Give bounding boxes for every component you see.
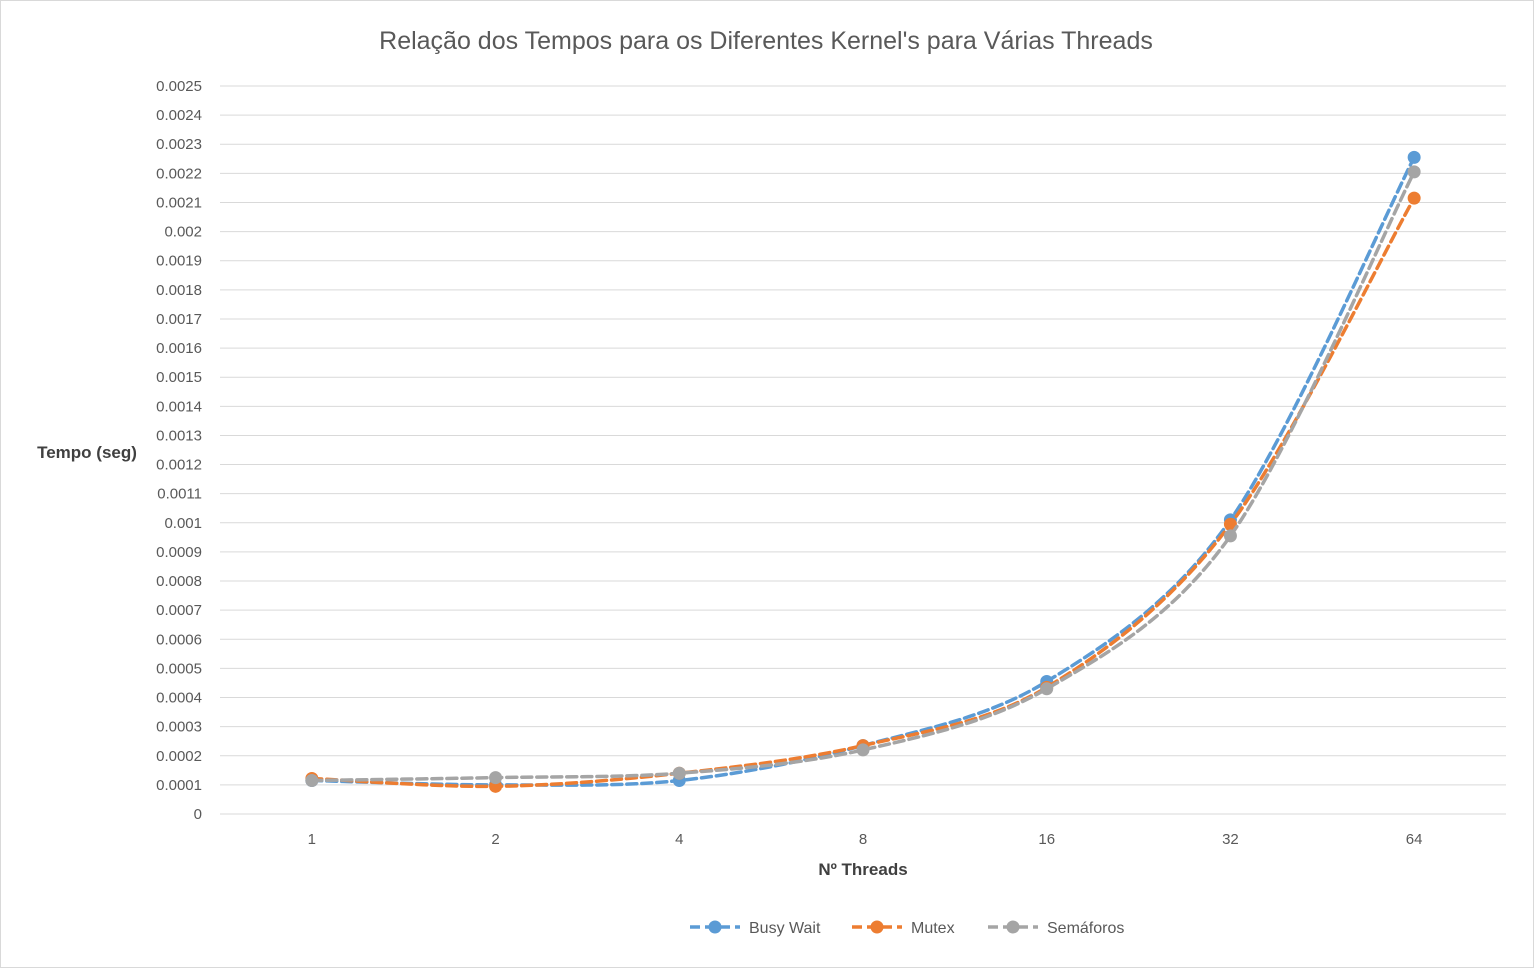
y-tick-label: 0.0008 [156,573,202,590]
y-tick-label: 0.0005 [156,660,202,677]
data-point [1407,191,1421,205]
y-tick-label: 0.0021 [156,194,202,211]
y-tick-label: 0.0016 [156,340,202,357]
y-tick-label: 0.0013 [156,427,202,444]
y-tick-label: 0.0018 [156,282,202,299]
series-busy-wait [305,150,1421,792]
data-point [1040,682,1054,696]
y-tick-label: 0.0012 [156,457,202,474]
legend-item: Busy Wait [690,920,821,937]
y-tick-label: 0.0003 [156,719,202,736]
y-tick-label: 0.0007 [156,602,202,619]
x-tick-label: 4 [675,831,683,848]
y-axis-title: Tempo (seg) [37,443,137,462]
y-tick-label: 0.0006 [156,631,202,648]
y-tick-label: 0.0014 [156,398,202,415]
data-point [856,743,870,757]
series-line [310,170,1416,783]
gridlines [220,85,1506,815]
y-tick-label: 0.0001 [156,777,202,794]
legend-item: Semáforos [988,920,1124,937]
x-tick-label: 32 [1222,831,1239,848]
y-axis-ticks: 0 0.0001 0.0002 0.0003 0.0004 0.0005 0.0006 0.0… [156,78,202,823]
y-tick-label: 0.0024 [156,107,202,124]
x-tick-label: 1 [308,831,316,848]
x-axis-ticks: 1 2 4 8 16 32 64 [308,831,1423,848]
data-point [672,766,686,780]
legend-item: Mutex [852,920,955,937]
data-point [1223,529,1237,543]
legend-label: Busy Wait [749,920,821,937]
y-tick-label: 0.001 [164,515,202,532]
series-lines [305,150,1421,793]
legend: Busy Wait Mutex Semáforos [690,920,1124,937]
y-tick-label: 0.0002 [156,748,202,765]
x-tick-label: 64 [1406,831,1423,848]
legend-marker [1006,920,1020,934]
y-tick-label: 0.0019 [156,253,202,270]
y-tick-label: 0.0004 [156,690,202,707]
series-line [310,155,1416,787]
data-point [1407,150,1421,164]
data-point [489,771,503,785]
y-tick-label: 0.0011 [157,486,202,503]
legend-label: Mutex [911,920,955,937]
y-tick-label: 0.0023 [156,136,202,153]
y-tick-label: 0.0015 [156,369,202,386]
chart-title: Relação dos Tempos para os Diferentes Ke… [379,27,1153,55]
y-tick-label: 0.0009 [156,544,202,561]
data-point [305,774,319,788]
x-tick-label: 8 [859,831,867,848]
data-point [1407,165,1421,179]
series-semaforos [305,165,1421,788]
legend-marker [708,920,722,934]
x-tick-label: 2 [491,831,499,848]
y-tick-label: 0.002 [164,224,202,241]
x-axis-title: Nº Threads [818,860,907,879]
x-tick-label: 16 [1038,831,1055,848]
legend-label: Semáforos [1047,920,1124,937]
y-tick-label: 0 [194,806,202,823]
y-tick-label: 0.0017 [156,311,202,328]
data-point [1223,517,1237,531]
legend-marker [870,920,884,934]
y-tick-label: 0.0025 [156,78,202,95]
y-tick-label: 0.0022 [156,165,202,182]
series-mutex [305,191,1421,793]
